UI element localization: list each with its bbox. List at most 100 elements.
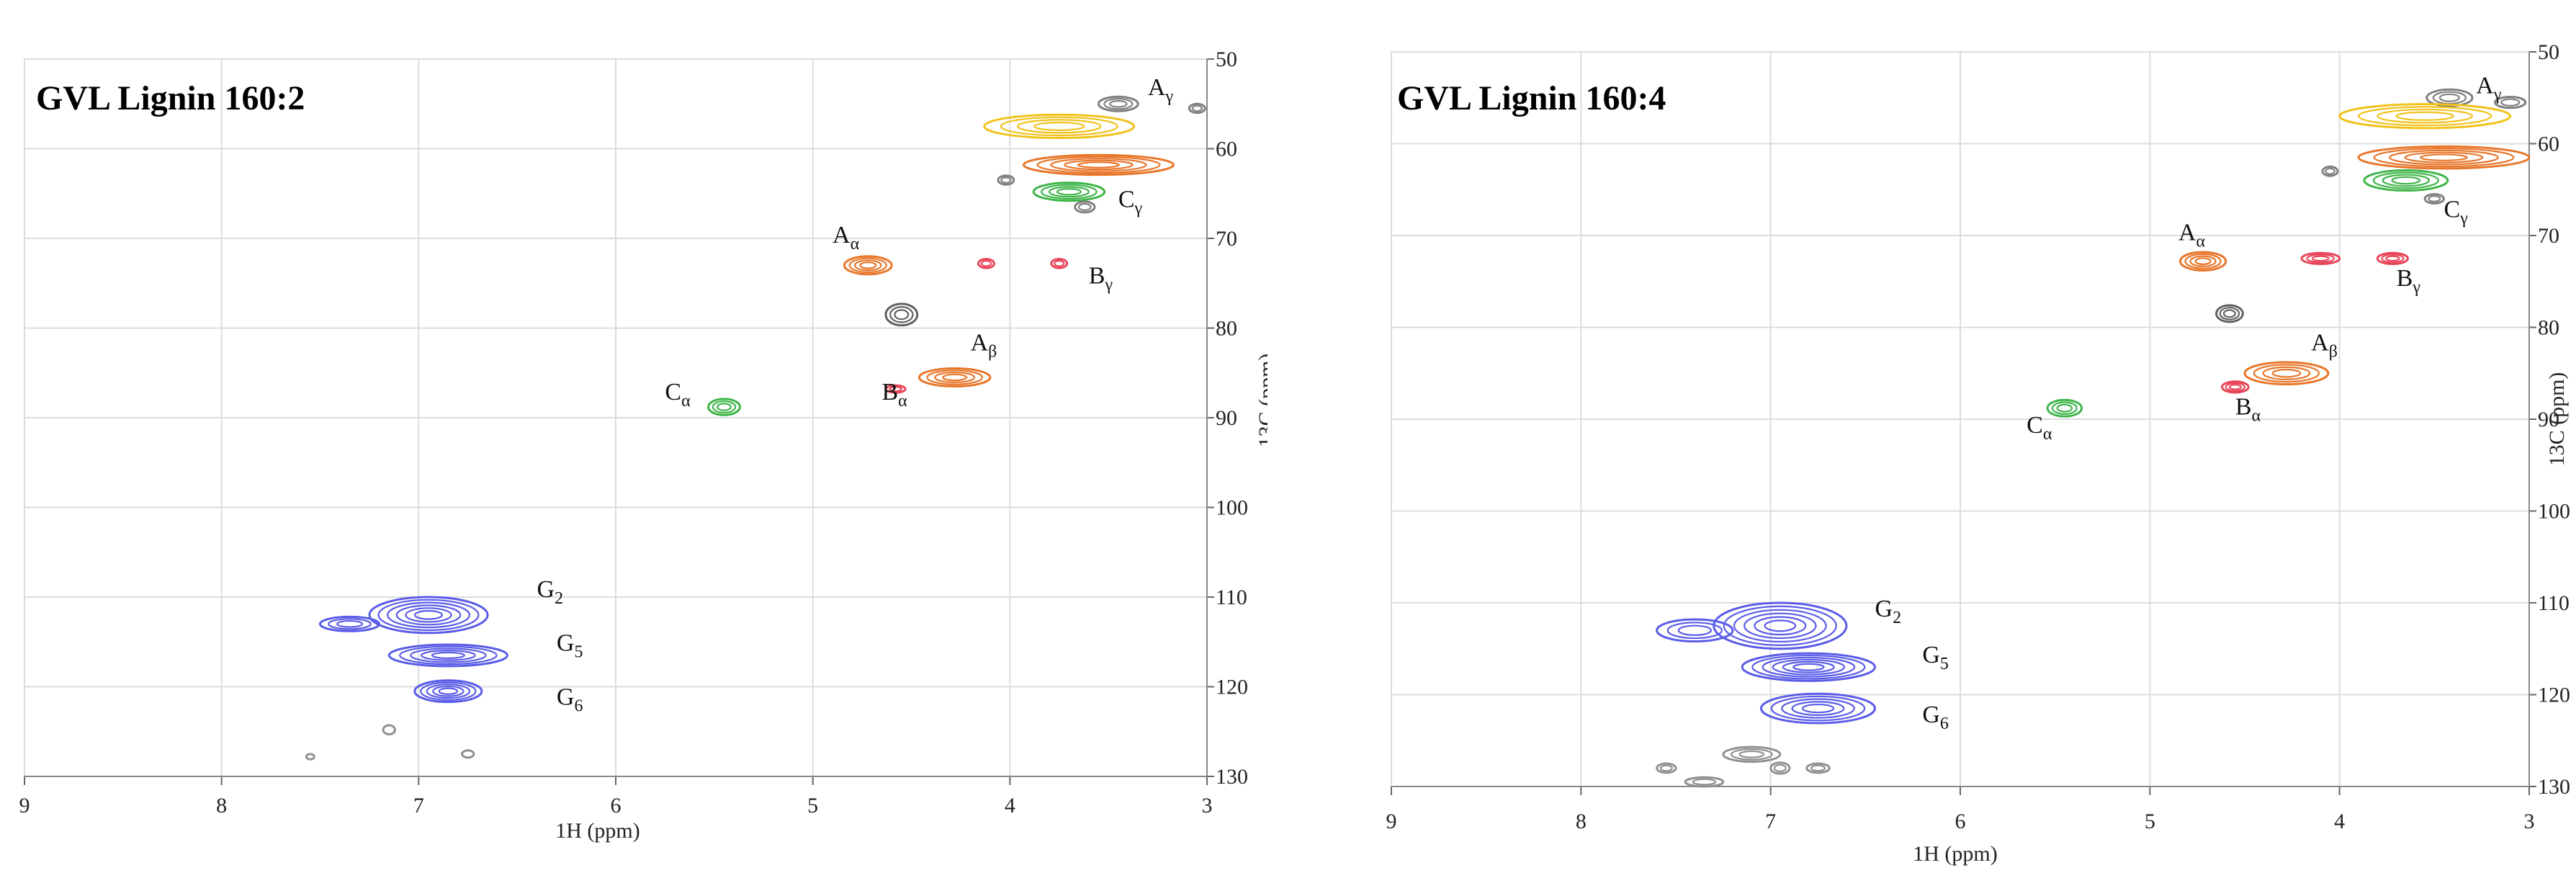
contour-ring: [1751, 654, 1866, 680]
peak-label-Aγ: Aγ: [1148, 74, 1174, 106]
y-tick-label-110: 110: [1216, 586, 1247, 609]
contour-ring: [1733, 609, 1827, 643]
peak-label-Aβ: Aβ: [2311, 329, 2338, 361]
contour-ring: [1041, 184, 1098, 200]
contour-ring: [1064, 159, 1134, 171]
contour-ring: [1770, 695, 1866, 722]
contour-ring: [420, 650, 476, 661]
contour-ring: [2382, 174, 2431, 187]
peak-label-Aα: Aα: [2178, 219, 2206, 251]
contour-ring: [319, 615, 381, 632]
contour-ring: [1805, 762, 1831, 774]
contour-ring: [707, 398, 741, 416]
x-tick-label-7: 7: [413, 794, 424, 817]
contour-ring: [410, 647, 487, 663]
peak-contour-18: [1722, 745, 1782, 763]
contour-ring: [2388, 149, 2500, 166]
peak-contour-11: [917, 367, 992, 387]
contour-ring: [2357, 106, 2492, 127]
contour-ring: [926, 369, 984, 385]
peak-label-G5: G5: [557, 630, 583, 662]
x-tick-label-8: 8: [216, 794, 227, 817]
contour-ring: [2194, 257, 2212, 266]
y-tick-label-130: 130: [2538, 775, 2570, 799]
contour-ring: [438, 687, 459, 695]
contour-ring: [2363, 169, 2449, 192]
y-tick-label-110: 110: [2538, 591, 2570, 615]
peak-contours: [1656, 88, 2531, 788]
peak-contour-4: [997, 174, 1015, 186]
contour-ring: [1692, 778, 1717, 786]
y-tick-label-90: 90: [1216, 406, 1237, 430]
contour-ring: [2428, 195, 2441, 202]
contour-ring: [2220, 380, 2250, 394]
x-tick-label-6: 6: [611, 794, 621, 817]
peak-label-Cγ: Cγ: [1118, 186, 1143, 218]
peak-label-Aα: Aα: [833, 222, 860, 254]
contour-ring: [934, 371, 976, 383]
contour-ring: [2243, 361, 2330, 386]
x-tick-label-5: 5: [807, 794, 818, 817]
contour-ring: [894, 309, 910, 321]
peak-contour-12: [2220, 380, 2250, 394]
contour-ring: [405, 607, 452, 623]
y-axis-label: 13C (ppm): [2545, 372, 2569, 467]
contour-ring: [2420, 153, 2468, 161]
contour-ring: [2500, 98, 2521, 107]
contour-ring: [1103, 98, 1134, 110]
contour-ring: [2311, 255, 2330, 262]
contour-ring: [2178, 251, 2227, 272]
contour-ring: [2325, 167, 2335, 175]
peak-contour-13: [707, 398, 741, 416]
peak-label-Bγ: Bγ: [1089, 262, 1113, 294]
peak-contour-20: [1656, 762, 1677, 774]
contour-ring: [2271, 369, 2302, 378]
contour-ring: [1684, 776, 1725, 788]
peak-contour-18: [382, 724, 396, 735]
contour-ring: [328, 618, 372, 630]
contour-ring: [399, 645, 498, 665]
contour-ring: [1109, 99, 1128, 108]
contour-ring: [461, 749, 475, 759]
y-tick-label-70: 70: [2538, 224, 2559, 248]
peak-contour-17: [413, 679, 483, 704]
peak-contour-8: [977, 258, 995, 269]
contour-ring: [2051, 401, 2078, 415]
x-axis: 9 8 7 6 5 4 3: [1386, 786, 2535, 833]
peak-label-G2: G2: [1875, 596, 1902, 627]
contour-ring: [382, 724, 396, 735]
peak-label-G2: G2: [537, 576, 564, 608]
contour-ring: [848, 257, 887, 274]
peak-contour-10: [884, 302, 919, 327]
contour-ring: [917, 367, 992, 387]
y-axis: 50 60 70 80 90 100 110 120 130: [1206, 48, 1248, 789]
contour-ring: [712, 400, 737, 414]
peak-label-G6: G6: [557, 683, 583, 715]
contour-ring: [1078, 202, 1092, 212]
contour-ring: [2373, 148, 2515, 168]
x-tick-label-4: 4: [1005, 794, 1015, 817]
y-tick-label-80: 80: [1216, 317, 1237, 341]
y-tick-label-80: 80: [2538, 316, 2559, 340]
peak-contour-1: [2494, 95, 2527, 109]
contour-ring: [2376, 251, 2409, 266]
contour-ring: [2056, 403, 2073, 413]
contour-ring: [1188, 102, 1206, 115]
y-tick-label-120: 120: [1216, 676, 1248, 699]
chart-title: GVL Lignin 160:4: [1397, 79, 1666, 117]
contour-ring: [420, 681, 477, 702]
contour-ring: [1713, 601, 1848, 650]
peak-contour-10: [2215, 304, 2244, 323]
peak-label-G5: G5: [1922, 642, 1949, 673]
contour-ring: [942, 373, 968, 382]
contour-ring: [1032, 181, 1106, 202]
contour-ring: [1782, 660, 1835, 673]
contour-ring: [1056, 188, 1082, 196]
contour-ring: [1656, 618, 1734, 643]
contour-ring: [2262, 366, 2311, 380]
peak-label-Aβ: Aβ: [971, 330, 997, 362]
contour-ring: [413, 679, 483, 704]
peak-contour-13: [2046, 398, 2083, 418]
contour-ring: [977, 258, 995, 269]
contour-ring: [2225, 382, 2246, 392]
